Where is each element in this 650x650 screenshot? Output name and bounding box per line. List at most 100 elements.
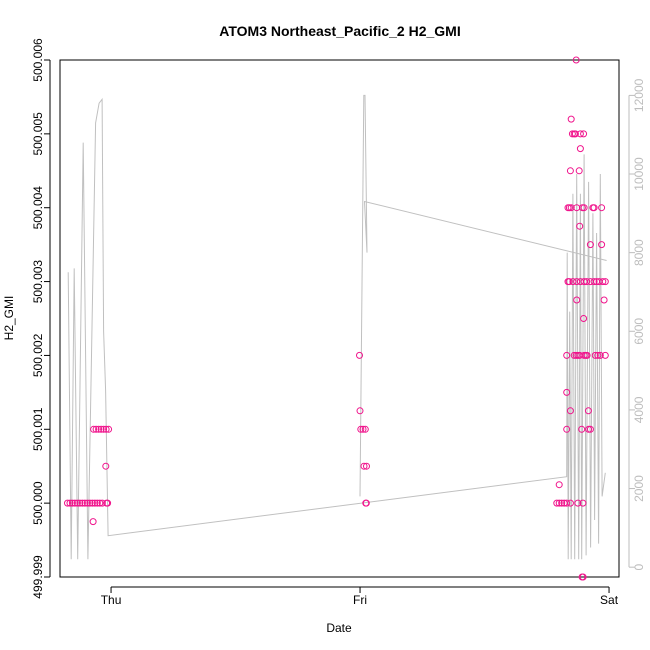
data-point <box>572 56 580 64</box>
data-point <box>555 481 563 489</box>
data-point <box>555 499 563 507</box>
y-right-tick-label: 2000 <box>632 475 646 502</box>
data-point <box>95 425 103 433</box>
data-point <box>102 462 110 470</box>
y-tick-label: 500.001 <box>31 407 45 451</box>
data-point <box>76 499 84 507</box>
altitude-line <box>67 97 606 560</box>
y-tick-label: 500.002 <box>31 333 45 377</box>
y-tick-label: 499.999 <box>31 555 45 599</box>
data-point <box>104 499 112 507</box>
data-point <box>64 499 71 507</box>
data-point <box>566 167 574 175</box>
data-point <box>576 222 584 230</box>
data-point <box>590 278 598 286</box>
data-point <box>558 499 566 507</box>
data-point <box>105 425 113 433</box>
data-point <box>92 425 100 433</box>
y-right-tick-label: 4000 <box>632 396 646 423</box>
data-point <box>598 204 606 212</box>
data-point <box>360 462 368 470</box>
data-point <box>563 425 571 433</box>
data-point <box>566 407 574 415</box>
data-point <box>578 425 586 433</box>
data-point <box>361 425 369 433</box>
data-point <box>363 462 370 470</box>
data-point <box>83 499 91 507</box>
altitude-series <box>67 94 607 560</box>
x-tick-label: Sat <box>600 593 619 607</box>
data-point <box>596 351 604 359</box>
data-point <box>91 499 99 507</box>
data-point <box>601 351 609 359</box>
data-point <box>566 499 574 507</box>
data-point <box>66 499 74 507</box>
data-point <box>86 499 94 507</box>
y-axis: 499.999 500.000 500.001 500.002 500.003 500.0… <box>31 38 51 599</box>
data-point <box>586 241 594 249</box>
data-point <box>88 499 96 507</box>
data-point <box>97 425 105 433</box>
data-point <box>591 351 599 359</box>
data-point <box>98 499 106 507</box>
y-tick-label: 500.006 <box>31 38 45 82</box>
data-point <box>357 425 365 433</box>
data-point <box>599 278 607 286</box>
data-point <box>565 278 573 286</box>
data-point <box>578 573 586 581</box>
x-axis-title: Date <box>326 621 352 635</box>
altitude-line <box>359 94 607 497</box>
data-point <box>580 130 588 138</box>
y-right-tick-label: 12000 <box>632 78 646 112</box>
data-point <box>571 130 579 138</box>
data-point <box>576 145 584 153</box>
y-tick-label: 500.005 <box>31 112 45 156</box>
data-point <box>102 425 110 433</box>
data-point <box>574 499 582 507</box>
y-right-tick-label: 6000 <box>632 318 646 345</box>
data-point <box>362 499 370 507</box>
data-point <box>71 499 79 507</box>
data-point <box>356 351 363 359</box>
data-point <box>359 425 367 433</box>
data-point <box>569 278 577 286</box>
data-point <box>567 115 575 123</box>
data-point <box>93 499 101 507</box>
data-point <box>600 296 608 304</box>
data-point <box>73 499 81 507</box>
data-point <box>601 278 609 286</box>
data-point <box>89 518 97 526</box>
data-point <box>594 351 602 359</box>
data-point <box>573 296 581 304</box>
data-point <box>356 407 364 415</box>
y-right-tick-label: 8000 <box>632 239 646 266</box>
x-tick-label: Fri <box>353 593 367 607</box>
data-point <box>580 315 588 322</box>
y-tick-label: 500.000 <box>31 481 45 525</box>
x-tick-label: Thu <box>101 593 122 607</box>
plot-frame <box>59 59 620 578</box>
h2-gmi-series <box>64 56 609 581</box>
data-point <box>573 278 581 286</box>
data-point <box>100 425 108 433</box>
data-point <box>590 204 598 212</box>
y-tick-label: 500.003 <box>31 260 45 304</box>
data-point <box>78 499 86 507</box>
y-right-tick-label: 0 <box>632 564 646 571</box>
data-point <box>583 278 591 286</box>
data-point <box>580 204 588 212</box>
data-point <box>576 130 584 138</box>
data-point <box>553 499 561 507</box>
data-point <box>583 351 591 359</box>
data-point <box>579 499 587 507</box>
y-right-tick-label: 10000 <box>632 157 646 191</box>
data-point <box>563 499 571 507</box>
y-tick-label: 500.004 <box>31 186 45 230</box>
data-point <box>68 499 76 507</box>
data-point <box>584 407 592 415</box>
data-point <box>598 241 606 249</box>
chart-title: ATOM3 Northeast_Pacific_2 H2_GMI <box>219 23 460 39</box>
data-point <box>96 499 104 507</box>
data-point <box>586 425 594 433</box>
y-axis-right: 0 2000 4000 6000 8000 10000 12000 <box>628 78 646 571</box>
